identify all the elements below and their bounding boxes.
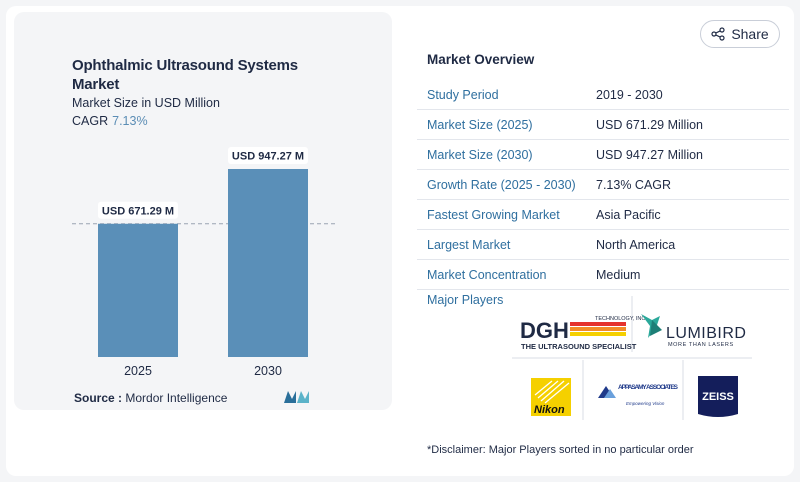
overview-value: USD 671.29 Million xyxy=(596,117,703,132)
chart-title: Ophthalmic Ultrasound Systems Market xyxy=(72,57,298,93)
chart-subtitle: Market Size in USD Million xyxy=(72,96,220,110)
share-label: Share xyxy=(731,26,769,42)
share-icon xyxy=(711,27,725,41)
overview-value: North America xyxy=(596,237,676,252)
overview-value: USD 947.27 Million xyxy=(596,147,703,162)
bird-icon xyxy=(641,314,660,338)
overview-key: Market Concentration xyxy=(427,267,547,282)
appasamy-logo-text: APPASAMY ASSOCIATES xyxy=(618,384,679,391)
overview-row: Fastest Growing Market Asia Pacific xyxy=(417,200,789,230)
cagr-label: CAGR xyxy=(72,114,109,128)
overview-value: Medium xyxy=(596,267,641,282)
bar-2025 xyxy=(98,223,178,357)
mordor-intelligence-logo xyxy=(284,391,309,403)
overview-value: 7.13% CAGR xyxy=(596,177,672,192)
overview-row: Market Concentration Medium xyxy=(417,260,789,290)
nikon-logo-text: Nikon xyxy=(534,404,565,416)
chart-card xyxy=(14,12,392,410)
share-button[interactable]: Share xyxy=(700,20,780,48)
overview-row: Market Size (2030) USD 947.27 Million xyxy=(417,140,789,170)
dgh-logo-text: DGH xyxy=(520,318,569,343)
major-players-label: Major Players xyxy=(427,293,504,307)
appasamy-tagline: Empowering Vision xyxy=(626,401,665,406)
dgh-technology-logo: DGH TECHNOLOGY, INC. THE ULTRASOUND SPEC… xyxy=(520,316,647,351)
overview-key: Market Size (2030) xyxy=(427,147,533,162)
x-tick-label: 2025 xyxy=(124,364,152,378)
overview-value: 2019 - 2030 xyxy=(596,87,663,102)
data-label: USD 671.29 M xyxy=(102,205,174,217)
overview-row: Growth Rate (2025 - 2030) 7.13% CAGR xyxy=(417,170,789,200)
dgh-tagline: THE ULTRASOUND SPECIALIST xyxy=(521,342,637,351)
bar-2030 xyxy=(228,169,308,357)
source-label: Source : xyxy=(74,391,123,405)
bar-chart: USD 671.29 M 2025 USD 947.27 M 2030 xyxy=(72,147,338,378)
lumibird-logo-text: LUMIBIRD xyxy=(666,325,746,342)
zeiss-logo: ZEISS xyxy=(698,376,738,417)
lumibird-tagline: MORE THAN LASERS xyxy=(668,342,734,348)
market-overview-title: Market Overview xyxy=(427,52,535,67)
overview-value: Asia Pacific xyxy=(596,207,661,222)
source-line: Source : Mordor Intelligence xyxy=(74,391,227,405)
lumibird-logo: LUMIBIRD MORE THAN LASERS xyxy=(641,314,746,348)
data-label-box xyxy=(98,201,178,219)
cagr-line: CAGR 7.13% xyxy=(72,114,148,128)
nikon-logo: Nikon xyxy=(531,378,571,416)
overview-row: Study Period 2019 - 2030 xyxy=(417,80,789,110)
source-value: Mordor Intelligence xyxy=(125,391,228,405)
overview-key: Study Period xyxy=(427,87,499,102)
overview-key: Market Size (2025) xyxy=(427,117,533,132)
overview-row: Market Size (2025) USD 671.29 Million xyxy=(417,110,789,140)
overview-key: Largest Market xyxy=(427,237,511,252)
data-label: USD 947.27 M xyxy=(232,151,304,163)
x-tick-label: 2030 xyxy=(254,364,282,378)
market-overview-table: Study Period 2019 - 2030 Market Size (20… xyxy=(417,80,789,290)
data-label-box xyxy=(228,147,308,164)
overview-key: Fastest Growing Market xyxy=(427,207,560,222)
zeiss-logo-text: ZEISS xyxy=(702,391,734,403)
cagr-value: 7.13% xyxy=(112,114,148,128)
overview-key: Growth Rate (2025 - 2030) xyxy=(427,177,576,192)
disclaimer-text: *Disclaimer: Major Players sorted in no … xyxy=(427,444,694,456)
appasamy-associates-logo: APPASAMY ASSOCIATES Empowering Vision xyxy=(598,384,679,406)
overview-row: Largest Market North America xyxy=(417,230,789,260)
dgh-small-text: TECHNOLOGY, INC. xyxy=(595,316,647,322)
